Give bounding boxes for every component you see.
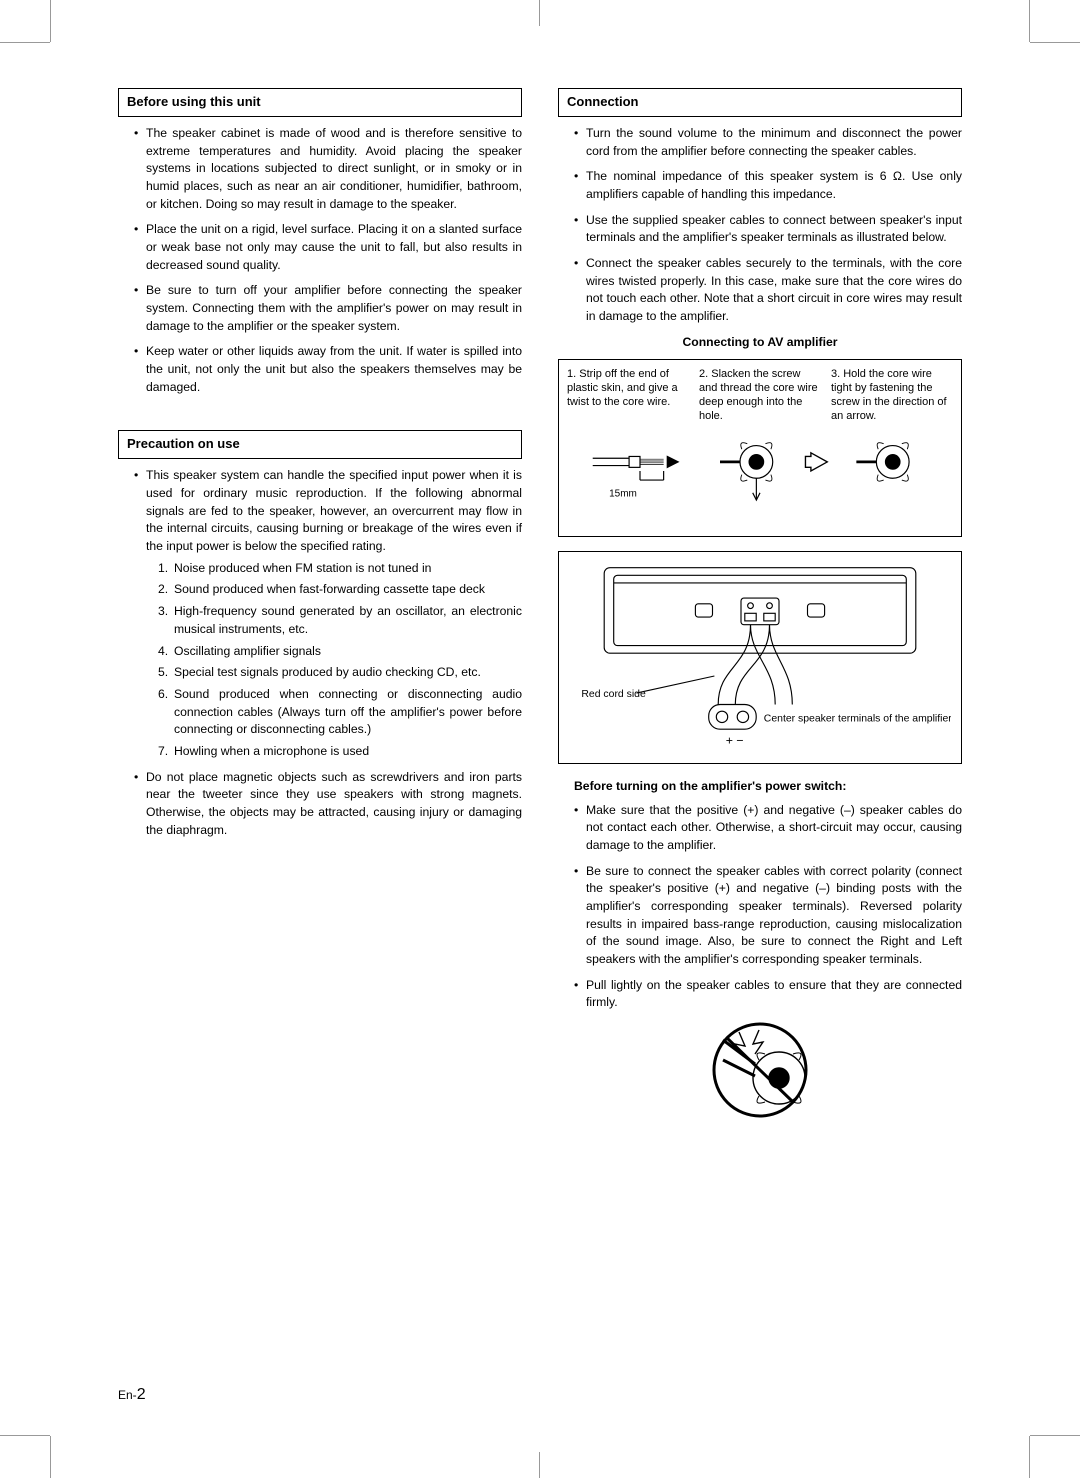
list-item: Pull lightly on the speaker cables to en… — [574, 977, 962, 1012]
section-header-connection: Connection — [558, 88, 962, 117]
list-item: The nominal impedance of this speaker sy… — [574, 168, 962, 203]
svg-text:+ −: + − — [726, 734, 744, 748]
precaution-intro: This speaker system can handle the speci… — [146, 468, 522, 553]
wiring-diagram-icon: Red cord side + − Center speaker termina… — [569, 562, 951, 752]
wiring-diagram-box: Red cord side + − Center speaker termina… — [558, 551, 962, 764]
list-item: 7.Howling when a microphone is used — [158, 743, 522, 761]
section-header-precaution: Precaution on use — [118, 430, 522, 459]
list-item: 4.Oscillating amplifier signals — [158, 643, 522, 661]
prohibit-diagram — [558, 1020, 962, 1126]
list-item: Connect the speaker cables securely to t… — [574, 255, 962, 326]
list-item: Do not place magnetic objects such as sc… — [134, 769, 522, 840]
connection-list: Turn the sound volume to the minimum and… — [558, 125, 962, 326]
list-item: 1.Noise produced when FM station is not … — [158, 560, 522, 578]
amp-terminals-label: Center speaker terminals of the amplifie… — [764, 714, 951, 725]
list-item: 3.High-frequency sound generated by an o… — [158, 603, 522, 638]
connection-diagram-box: 1. Strip off the end of plastic skin, an… — [558, 359, 962, 537]
list-item: 2.Sound produced when fast-forwarding ca… — [158, 581, 522, 599]
list-item: Be sure to turn off your amplifier befor… — [134, 282, 522, 335]
diagram-length-label: 15mm — [609, 489, 637, 500]
list-item: 5.Special test signals produced by audio… — [158, 664, 522, 682]
list-item: Make sure that the positive (+) and nega… — [574, 802, 962, 855]
subheading-before-power: Before turning on the amplifier's power … — [558, 778, 962, 796]
right-column: Connection Turn the sound volume to the … — [558, 88, 962, 1126]
diagram-steps: 1. Strip off the end of plastic skin, an… — [567, 368, 953, 423]
precaution-numbered: 1.Noise produced when FM station is not … — [146, 560, 522, 761]
list-item: The speaker cabinet is made of wood and … — [134, 125, 522, 213]
page-number: En-2 — [118, 1383, 146, 1406]
diagram-step-2: 2. Slacken the screw and thread the core… — [699, 368, 821, 423]
diagram-step-1: 1. Strip off the end of plastic skin, an… — [567, 368, 689, 423]
section-header-before-using: Before using this unit — [118, 88, 522, 117]
prohibit-short-circuit-icon — [705, 1020, 815, 1120]
list-item: Place the unit on a rigid, level surface… — [134, 221, 522, 274]
precaution-list: This speaker system can handle the speci… — [118, 467, 522, 839]
subheading-connecting-av: Connecting to AV amplifier — [558, 334, 962, 352]
list-item: Turn the sound volume to the minimum and… — [574, 125, 962, 160]
before-using-list: The speaker cabinet is made of wood and … — [118, 125, 522, 397]
list-item: 6.Sound produced when connecting or disc… — [158, 686, 522, 739]
before-power-list: Make sure that the positive (+) and nega… — [558, 802, 962, 1013]
list-item: Use the supplied speaker cables to conne… — [574, 212, 962, 247]
list-item: Be sure to connect the speaker cables wi… — [574, 863, 962, 969]
red-cord-label: Red cord side — [581, 689, 646, 700]
terminal-diagram-icon: 15mm — [567, 431, 953, 531]
list-item: This speaker system can handle the speci… — [134, 467, 522, 760]
diagram-step-3: 3. Hold the core wire tight by fastening… — [831, 368, 953, 423]
left-column: Before using this unit The speaker cabin… — [118, 88, 522, 1126]
list-item: Keep water or other liquids away from th… — [134, 343, 522, 396]
